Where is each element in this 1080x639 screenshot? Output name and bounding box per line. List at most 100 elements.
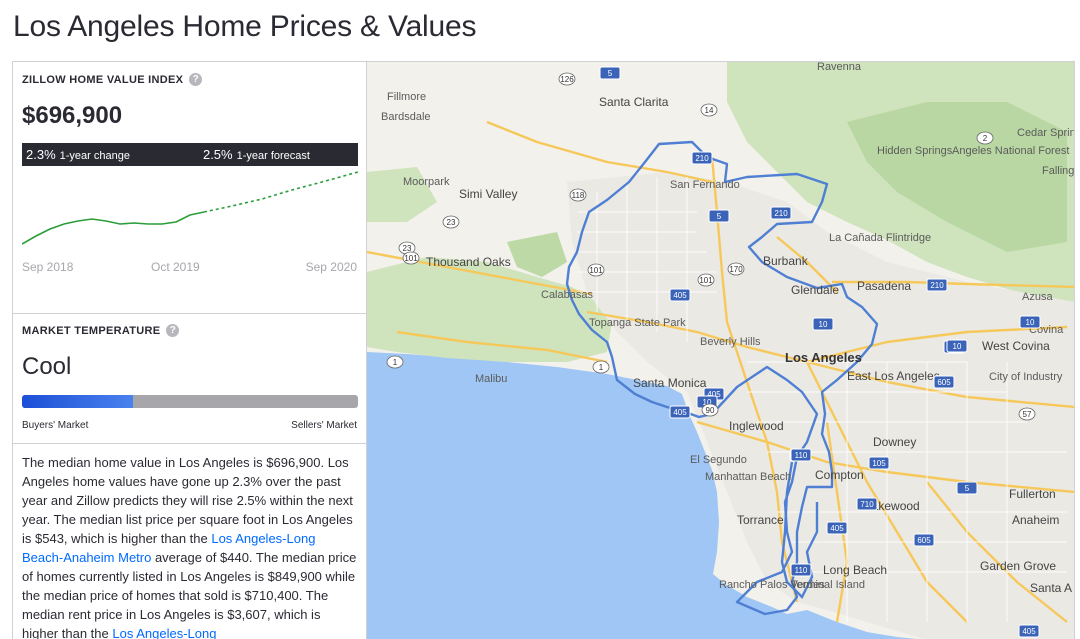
- highway-shield-icon: 101: [587, 263, 605, 277]
- highway-shield-shape: [697, 273, 715, 287]
- highway-shield-shape: [1018, 407, 1036, 421]
- place-label: Inglewood: [729, 419, 784, 433]
- place-label: Rancho Palos Verdes: [719, 579, 825, 591]
- forecast-label: 1-year forecast: [236, 150, 310, 162]
- highway-shield-number: 405: [1022, 627, 1036, 636]
- place-label: Fillmore: [387, 91, 426, 103]
- highway-shield-number: 101: [699, 276, 713, 285]
- info-panel: ZILLOW HOME VALUE INDEX ? $696,900 2.3% …: [12, 61, 367, 639]
- highway-shield-icon: 57: [1018, 407, 1036, 421]
- place-label: Malibu: [475, 373, 507, 385]
- place-label: Falling: [1042, 165, 1074, 177]
- change-pct: 2.3%: [26, 147, 56, 162]
- page-title: Los Angeles Home Prices & Values: [13, 10, 477, 43]
- city-boundary: [565, 140, 879, 616]
- highway-shield-icon: 405: [669, 288, 691, 302]
- highway-shield-number: 126: [560, 75, 574, 84]
- place-label: Fullerton: [1009, 487, 1056, 501]
- road-network: [367, 120, 1074, 623]
- highway-shield-number: 101: [404, 254, 418, 263]
- place-label: Anaheim: [1012, 513, 1059, 527]
- map-view[interactable]: Ravenna Fillmore Santa Clarita Bardsdale…: [367, 61, 1075, 639]
- highway-shield-icon: 23: [398, 241, 416, 255]
- one-year-forecast: 2.5% 1-year forecast: [203, 147, 310, 162]
- highway-shield-icon: 10: [946, 339, 968, 353]
- highway-shield-number: 10: [703, 398, 712, 407]
- market-label: MARKET TEMPERATURE: [22, 324, 161, 337]
- place-label: Simi Valley: [459, 187, 517, 201]
- highway-shield-shape: [770, 206, 792, 220]
- highway-shield-number: 210: [774, 209, 788, 218]
- highway-shield-icon: 23: [442, 215, 460, 229]
- highway-shield-shape: [976, 131, 994, 145]
- highway-shield-icon: 10: [1019, 315, 1041, 329]
- metro-link[interactable]: Los Angeles-Long Beach-Anaheim Metro: [22, 531, 316, 565]
- help-icon[interactable]: ?: [166, 324, 180, 337]
- market-temperature-value: Cool: [22, 353, 72, 380]
- place-label: Santa Clarita: [599, 95, 669, 109]
- highway-shield-icon: 5: [708, 209, 730, 223]
- highway-shield-icon: 210: [770, 206, 792, 220]
- x-tick-start: Sep 2018: [22, 260, 74, 274]
- highway-shield-number: 101: [589, 266, 603, 275]
- place-label: Thousand Oaks: [426, 255, 511, 269]
- highway-shield-number: 405: [830, 524, 844, 533]
- highway-shield-shape: [587, 263, 605, 277]
- place-label: Downey: [873, 435, 916, 449]
- highway-shield-number: 57: [1023, 410, 1032, 419]
- highway-shield-icon: 710: [856, 497, 878, 511]
- highway-shield-number: 2: [983, 134, 988, 143]
- place-label: Lakewood: [865, 499, 920, 513]
- highway-shield-shape: [956, 481, 978, 495]
- place-label: Beverly Hills: [700, 336, 761, 348]
- highway-shield-shape: [856, 497, 878, 511]
- change-forecast-bar: 2.3% 1-year change 2.5% 1-year forecast: [22, 143, 358, 166]
- ocean: [367, 352, 917, 639]
- highway-shield-icon: 10: [812, 317, 834, 331]
- place-label: Moorpark: [403, 176, 450, 188]
- highway-shield-icon: 126: [558, 72, 576, 86]
- highway-shield-shape: [442, 215, 460, 229]
- place-label: East Los Angeles: [847, 369, 940, 383]
- place-label: La Cañada Flintridge: [829, 232, 931, 244]
- green-area: [367, 257, 612, 362]
- highway-shield-shape: [727, 262, 745, 276]
- x-tick-mid: Oct 2019: [151, 260, 200, 274]
- highway-shield-icon: 210: [926, 278, 948, 292]
- help-icon[interactable]: ?: [189, 73, 203, 86]
- place-label: Torrance: [737, 513, 784, 527]
- zhvi-value: $696,900: [22, 102, 123, 129]
- temperature-gauge-fill: [22, 395, 133, 408]
- city-boundary-harbor: [780, 461, 819, 600]
- metro-link-2[interactable]: Los Angeles-Long: [112, 626, 217, 639]
- map-canvas[interactable]: Ravenna Fillmore Santa Clarita Bardsdale…: [367, 62, 1075, 639]
- highway-shield-shape: [669, 288, 691, 302]
- place-label: Calabasas: [541, 289, 593, 301]
- forecast-line: [203, 171, 358, 213]
- zhvi-heading: ZILLOW HOME VALUE INDEX ?: [22, 73, 203, 86]
- green-area: [847, 102, 1067, 252]
- one-year-change: 2.3% 1-year change: [26, 147, 130, 162]
- highway-shield-shape: [386, 355, 404, 369]
- place-label: Burbank: [763, 254, 809, 268]
- place-label: West Covina: [982, 339, 1050, 353]
- highway-shield-icon: 110: [790, 563, 812, 577]
- highway-shield-shape: [933, 375, 955, 389]
- market-temperature-section: MARKET TEMPERATURE ? Cool Buyers' Market…: [13, 313, 366, 444]
- highway-shield-shape: [402, 251, 420, 265]
- highway-shield-icon: 101: [697, 273, 715, 287]
- place-label: Santa Monica: [633, 376, 707, 390]
- highway-shield-shape: [1019, 315, 1041, 329]
- highway-shield-icon: 210: [691, 151, 713, 165]
- place-label: Terminal Island: [791, 579, 865, 591]
- highway-shield-number: 23: [403, 244, 412, 253]
- highway-shield-icon: 605: [913, 533, 935, 547]
- forecast-pct: 2.5%: [202, 147, 233, 162]
- highway-shield-icon: 14: [700, 103, 718, 117]
- place-label: Bardsdale: [381, 111, 431, 123]
- highway-shield-shape: [569, 188, 587, 202]
- highway-shield-number: 1: [599, 363, 604, 372]
- highway-shield-number: 605: [937, 378, 951, 387]
- highway-shield-shape: [868, 456, 890, 470]
- desc-part-1: The median home value in Los Angeles is …: [22, 455, 353, 546]
